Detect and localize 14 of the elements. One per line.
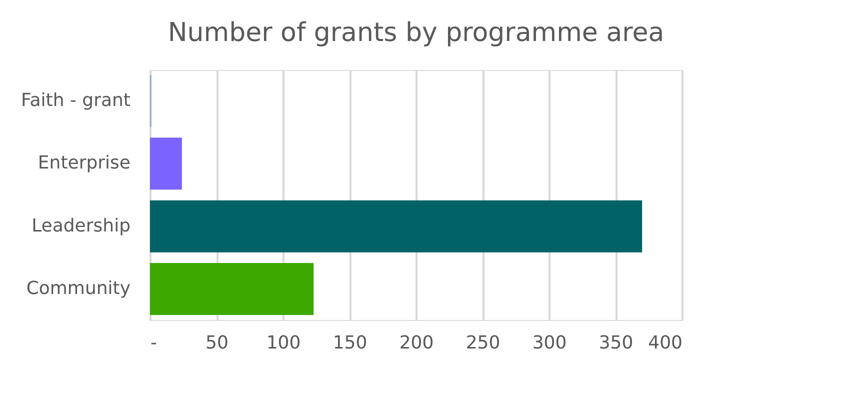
chart-title: Number of grants by programme area — [168, 18, 664, 48]
x-tick-label: 100 — [266, 332, 301, 354]
x-tick-label: 350 — [598, 332, 634, 354]
x-tick-label: 400 — [648, 332, 682, 354]
x-tick-label: 300 — [532, 332, 567, 354]
y-tick-label: Community — [26, 278, 131, 299]
x-tick-label: - — [150, 332, 157, 354]
x-tick-label: 50 — [206, 332, 228, 354]
x-tick-label: 200 — [399, 332, 434, 354]
y-tick-label: Leadership — [32, 215, 130, 236]
x-tick-label: 150 — [332, 332, 368, 354]
x-tick-label: 250 — [466, 332, 500, 354]
y-tick-label: Enterprise — [38, 152, 130, 174]
y-tick-label: Faith - grant — [21, 90, 130, 112]
